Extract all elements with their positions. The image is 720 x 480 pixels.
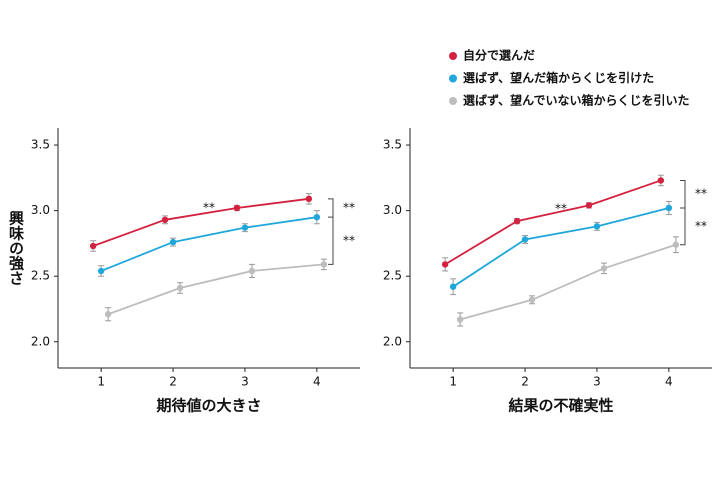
point — [305, 195, 313, 203]
point — [169, 238, 177, 246]
line — [100, 216, 317, 272]
point — [104, 311, 112, 318]
point — [600, 265, 608, 272]
point — [521, 236, 529, 243]
bracket — [680, 179, 686, 246]
x-tick-label: 3 — [241, 375, 249, 389]
point — [320, 261, 328, 268]
significance: ** — [203, 200, 215, 214]
legend-label: 選ばず、望んだ箱からくじを引けた — [463, 70, 654, 85]
x-tick-label: 1 — [449, 375, 457, 389]
point — [248, 267, 256, 275]
y-tick-label: 3.0 — [31, 203, 50, 217]
point — [672, 241, 680, 248]
significance: ** — [343, 233, 355, 247]
point — [176, 284, 184, 292]
y-axis-label: 興味の強さ — [7, 210, 25, 286]
x-tick-label: 4 — [313, 375, 321, 389]
legend-label: 選ばず、望んでいない箱からくじを引いた — [463, 93, 690, 108]
legend-marker — [449, 74, 457, 83]
point — [89, 242, 97, 250]
y-tick-label: 3.0 — [383, 203, 402, 217]
point — [241, 224, 249, 231]
significance: ** — [343, 201, 355, 215]
line — [92, 197, 309, 247]
x-tick-label: 3 — [593, 375, 601, 389]
y-tick-label: 3.5 — [383, 138, 402, 152]
legend-marker — [449, 52, 457, 60]
point — [665, 204, 673, 212]
line — [459, 243, 677, 321]
point — [528, 296, 536, 304]
legend-marker — [449, 97, 457, 105]
x-axis-label: 結果の不確実性 — [508, 397, 613, 415]
point — [449, 283, 457, 290]
point — [161, 216, 169, 224]
point — [97, 267, 105, 275]
x-tick-label: 4 — [665, 375, 673, 389]
x-tick-label: 1 — [97, 375, 105, 389]
point — [585, 202, 593, 209]
y-tick-label: 2.5 — [31, 269, 50, 283]
significance: ** — [555, 202, 567, 216]
x-tick-label: 2 — [169, 375, 177, 389]
point — [313, 213, 321, 221]
y-tick-label: 2.0 — [383, 334, 402, 348]
point — [513, 217, 521, 225]
legend-label: 自分で選んだ — [463, 48, 535, 63]
bracket — [328, 198, 334, 265]
significance: ** — [695, 219, 707, 233]
point — [657, 177, 665, 184]
y-tick-label: 3.5 — [31, 138, 50, 152]
x-axis-label: 期待値の大きさ — [156, 397, 261, 415]
line — [452, 207, 670, 288]
y-tick-label: 2.5 — [383, 269, 402, 283]
y-tick-label: 2.0 — [31, 334, 50, 348]
point — [441, 261, 449, 268]
line — [107, 263, 324, 316]
point — [593, 223, 601, 230]
significance: ** — [695, 187, 707, 201]
point — [233, 204, 241, 212]
x-tick-label: 2 — [521, 375, 529, 389]
line — [444, 179, 662, 266]
point — [456, 316, 464, 323]
